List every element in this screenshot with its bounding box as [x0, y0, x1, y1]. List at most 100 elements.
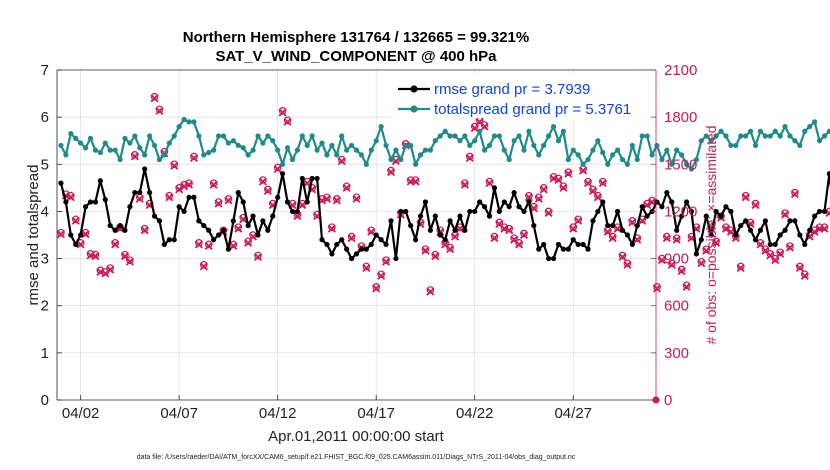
rmse-point — [639, 204, 645, 210]
totalspread-point — [565, 156, 571, 163]
assimilated-obs-point — [667, 260, 676, 269]
totalspread-point — [708, 138, 714, 144]
rmse-point — [408, 222, 414, 229]
rmse-point — [787, 218, 793, 224]
possible-obs-point — [328, 223, 336, 231]
totalspread-point — [521, 147, 527, 153]
possible-obs-point — [554, 174, 563, 183]
rmse-point — [196, 218, 202, 224]
totalspread-point — [826, 128, 830, 134]
assimilated-obs-point — [431, 252, 440, 261]
totalspread-point — [585, 156, 591, 163]
totalspread-point — [398, 156, 404, 163]
possible-obs-point — [446, 243, 454, 252]
totalspread-point — [624, 161, 631, 167]
possible-obs-point — [96, 266, 105, 275]
rmse-point — [107, 222, 113, 229]
totalspread-point — [348, 142, 355, 149]
rmse-point — [782, 227, 788, 233]
assimilated-obs-point — [460, 180, 469, 189]
possible-obs-point — [515, 239, 523, 247]
totalspread-point — [87, 135, 94, 141]
rmse-point — [427, 227, 433, 233]
assimilated-obs-point — [490, 234, 499, 243]
y-tick-label: 7 — [41, 62, 49, 79]
assimilated-obs-point — [539, 185, 548, 194]
rmse-point — [235, 189, 241, 196]
assimilated-obs-point — [204, 241, 213, 251]
y-tick-label: 0 — [41, 392, 49, 409]
possible-obs-point — [214, 198, 223, 206]
rmse-point — [275, 194, 281, 200]
possible-obs-point — [495, 218, 504, 227]
rmse-point — [240, 199, 246, 205]
y-axis-label: rmse and totalspread — [25, 165, 42, 306]
totalspread-point — [703, 133, 709, 139]
rmse-point — [255, 232, 261, 238]
totalspread-point — [526, 128, 532, 134]
rmse-point — [78, 232, 84, 238]
rmse-point — [738, 222, 744, 229]
totalspread-point — [196, 133, 202, 139]
obs-count-markers — [56, 92, 830, 404]
rmse-point — [215, 232, 222, 238]
assimilated-obs-point — [184, 180, 194, 189]
totalspread-point — [595, 138, 601, 144]
assimilated-obs-point — [352, 194, 361, 203]
rmse-point — [417, 213, 424, 219]
possible-obs-point — [658, 254, 666, 263]
totalspread-point — [176, 123, 182, 130]
y-right-axis-label: # of obs: o=possible; ×=assimilated — [703, 125, 719, 344]
rmse-point — [762, 218, 768, 224]
rmse-point — [526, 199, 532, 205]
chart-title-line2: SAT_V_WIND_COMPONENT @ 400 hPa — [215, 48, 497, 65]
rmse-point — [772, 241, 778, 248]
rmse-point — [314, 175, 320, 182]
possible-obs-point — [426, 286, 435, 294]
possible-obs-point — [470, 122, 479, 131]
rmse-point — [127, 204, 133, 210]
rmse-point — [718, 213, 724, 219]
possible-obs-point — [347, 232, 356, 241]
possible-obs-point — [421, 245, 430, 253]
assimilated-obs-point — [377, 271, 386, 280]
totalspread-point — [560, 128, 566, 134]
possible-obs-point — [465, 152, 474, 161]
assimilated-obs-point — [564, 169, 573, 178]
possible-obs-point — [520, 229, 528, 238]
rmse-point — [304, 199, 310, 205]
totalspread-point — [339, 133, 345, 139]
possible-obs-point — [766, 250, 775, 258]
possible-obs-point — [377, 270, 385, 279]
assimilated-obs-point — [583, 179, 593, 188]
possible-obs-point — [62, 190, 70, 198]
rmse-point — [777, 232, 783, 238]
assimilated-obs-point — [234, 224, 243, 233]
assimilated-obs-point — [519, 230, 529, 240]
rmse-point — [432, 213, 438, 219]
assimilated-obs-point — [155, 106, 164, 115]
possible-obs-point — [71, 215, 80, 224]
possible-obs-point — [781, 209, 789, 217]
assimilated-obs-point — [776, 249, 785, 258]
rmse-point — [531, 222, 537, 229]
data-file-footnote: data file: /Users/raeder/DAI/ATM_forcXX/… — [137, 454, 576, 461]
totalspread-point — [693, 156, 699, 163]
possible-obs-point — [791, 188, 799, 197]
rmse-point — [802, 241, 808, 248]
rmse-point — [693, 251, 699, 257]
y-right-tick-label: 1800 — [664, 109, 697, 126]
totalspread-point — [304, 142, 310, 149]
assimilated-obs-point — [603, 227, 612, 236]
rmse-point — [403, 208, 409, 215]
totalspread-point — [161, 152, 167, 158]
legend-box — [393, 74, 649, 118]
rmse-point — [73, 241, 79, 248]
assimilated-obs-point — [515, 240, 524, 249]
y-tick-label: 3 — [41, 251, 49, 268]
possible-obs-point — [352, 193, 361, 202]
rmse-point — [63, 199, 69, 205]
rmse-point — [664, 189, 670, 196]
possible-obs-point — [594, 191, 602, 200]
legend: rmse grand pr = 3.7939 totalspread grand… — [393, 74, 649, 118]
